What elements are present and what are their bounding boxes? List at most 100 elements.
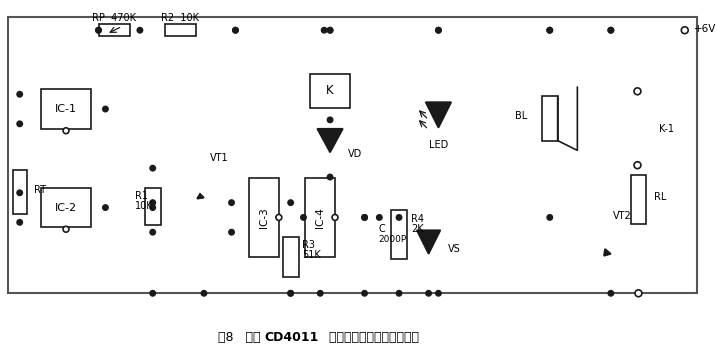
- Circle shape: [608, 291, 614, 296]
- Circle shape: [327, 27, 333, 33]
- Polygon shape: [426, 102, 451, 128]
- Circle shape: [288, 291, 293, 296]
- Circle shape: [288, 200, 293, 205]
- Circle shape: [150, 205, 156, 210]
- Circle shape: [63, 226, 69, 232]
- Bar: [8, 17, 697, 293]
- Circle shape: [103, 205, 108, 210]
- Text: R1: R1: [135, 191, 148, 201]
- Bar: [13, 170, 27, 215]
- Polygon shape: [417, 230, 440, 254]
- Circle shape: [547, 215, 553, 220]
- Circle shape: [397, 215, 402, 220]
- Text: VT2: VT2: [613, 211, 632, 221]
- Circle shape: [137, 27, 143, 33]
- Circle shape: [17, 190, 22, 196]
- Circle shape: [327, 27, 333, 33]
- Circle shape: [96, 27, 101, 33]
- Circle shape: [362, 291, 367, 296]
- Circle shape: [96, 27, 101, 33]
- Bar: [42, 188, 90, 227]
- Circle shape: [318, 291, 323, 296]
- Circle shape: [681, 27, 688, 34]
- Bar: [305, 178, 335, 257]
- Circle shape: [150, 291, 156, 296]
- Bar: [98, 24, 130, 36]
- Circle shape: [229, 230, 234, 235]
- Text: VD: VD: [348, 149, 362, 159]
- Bar: [542, 96, 558, 141]
- Text: RP  470K: RP 470K: [92, 14, 136, 24]
- Circle shape: [635, 290, 642, 297]
- Text: VT1: VT1: [210, 153, 229, 163]
- Text: 2K: 2K: [411, 224, 424, 234]
- Text: R2  10K: R2 10K: [161, 14, 199, 24]
- Circle shape: [426, 291, 432, 296]
- Circle shape: [547, 27, 553, 33]
- Text: R3: R3: [303, 240, 315, 250]
- Text: K: K: [326, 84, 334, 97]
- Text: LED: LED: [429, 141, 448, 151]
- Text: 图8   采用: 图8 采用: [217, 331, 264, 344]
- Circle shape: [150, 200, 156, 205]
- Circle shape: [397, 291, 402, 296]
- Text: IC-3: IC-3: [259, 207, 269, 228]
- Text: VS: VS: [448, 244, 461, 254]
- Text: 的超湿监测自动控制电路图: 的超湿监测自动控制电路图: [325, 331, 419, 344]
- Circle shape: [547, 27, 553, 33]
- Circle shape: [17, 91, 22, 97]
- Circle shape: [362, 215, 367, 220]
- Text: 2000P: 2000P: [379, 235, 407, 243]
- Circle shape: [103, 106, 108, 112]
- Circle shape: [150, 230, 156, 235]
- Circle shape: [376, 215, 382, 220]
- Bar: [42, 89, 90, 129]
- Bar: [310, 74, 350, 108]
- Circle shape: [229, 200, 234, 205]
- Circle shape: [608, 27, 614, 33]
- Text: C: C: [379, 224, 385, 234]
- Circle shape: [436, 27, 441, 33]
- Bar: [630, 175, 646, 224]
- Circle shape: [332, 215, 338, 220]
- Text: R4: R4: [411, 215, 424, 225]
- Bar: [250, 178, 279, 257]
- Text: IC-1: IC-1: [55, 104, 77, 114]
- Circle shape: [233, 27, 238, 33]
- Text: IC-4: IC-4: [315, 207, 326, 228]
- Circle shape: [300, 215, 306, 220]
- Circle shape: [634, 162, 641, 169]
- Text: +6V: +6V: [693, 24, 716, 34]
- Bar: [145, 188, 161, 225]
- Circle shape: [608, 27, 614, 33]
- Circle shape: [436, 291, 441, 296]
- Polygon shape: [604, 249, 611, 256]
- Text: K-1: K-1: [659, 124, 674, 134]
- Text: IC-2: IC-2: [55, 202, 77, 212]
- Circle shape: [362, 215, 367, 220]
- Circle shape: [327, 117, 333, 123]
- Bar: [164, 24, 196, 36]
- Circle shape: [17, 220, 22, 225]
- Text: 51K: 51K: [303, 250, 321, 260]
- Circle shape: [288, 291, 293, 296]
- Polygon shape: [317, 129, 343, 152]
- Text: BL: BL: [515, 111, 527, 121]
- Circle shape: [276, 215, 282, 220]
- Text: CD4011: CD4011: [264, 331, 318, 344]
- Circle shape: [63, 128, 69, 134]
- Circle shape: [634, 88, 641, 95]
- Circle shape: [150, 165, 156, 171]
- Circle shape: [233, 27, 238, 33]
- Circle shape: [17, 121, 22, 127]
- Text: RT: RT: [34, 185, 47, 195]
- Text: 10K: 10K: [135, 201, 153, 211]
- Bar: [391, 210, 407, 259]
- Polygon shape: [197, 194, 204, 199]
- Circle shape: [436, 27, 441, 33]
- Circle shape: [327, 174, 333, 180]
- Circle shape: [201, 291, 206, 296]
- Bar: [282, 237, 298, 277]
- Circle shape: [321, 27, 327, 33]
- Text: RL: RL: [654, 192, 667, 202]
